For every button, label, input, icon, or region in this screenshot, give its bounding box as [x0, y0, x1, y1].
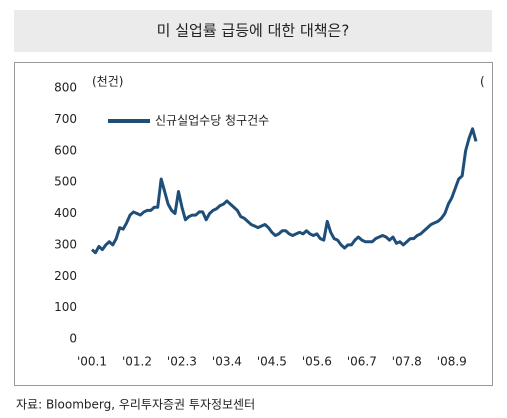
chart-title: 미 실업률 급등에 대한 대책은? [157, 22, 350, 40]
x-tick-label: '04.5 [257, 355, 287, 369]
y-axis-unit: (천건) [92, 74, 123, 89]
y-tick-label: 0 [69, 332, 77, 346]
y-tick-label: 800 [54, 81, 77, 95]
title-box [14, 10, 492, 52]
x-tick-label: '01.2 [122, 355, 152, 369]
x-tick-label: '03.4 [212, 355, 242, 369]
y-tick-label: 700 [54, 112, 77, 126]
x-tick-label: '02.3 [167, 355, 197, 369]
x-tick-label: '05.6 [302, 355, 332, 369]
y2-axis-unit: ( [480, 75, 485, 89]
x-tick-label: '00.1 [77, 355, 107, 369]
y-tick-label: 200 [54, 269, 77, 283]
x-tick-label: '06.7 [347, 355, 377, 369]
legend-label: 신규실업수당 청구건수 [155, 114, 269, 128]
data-line [90, 127, 478, 255]
x-tick-label: '08.9 [437, 355, 467, 369]
y-tick-label: 300 [54, 237, 77, 251]
x-tick-label: '07.8 [392, 355, 422, 369]
y-tick-label: 100 [54, 300, 77, 314]
source-note: 자료: Bloomberg, 우리투자증권 투자정보센터 [16, 398, 255, 412]
y-tick-label: 500 [54, 175, 77, 189]
y-tick-label: 600 [54, 143, 77, 157]
y-tick-label: 400 [54, 206, 77, 220]
